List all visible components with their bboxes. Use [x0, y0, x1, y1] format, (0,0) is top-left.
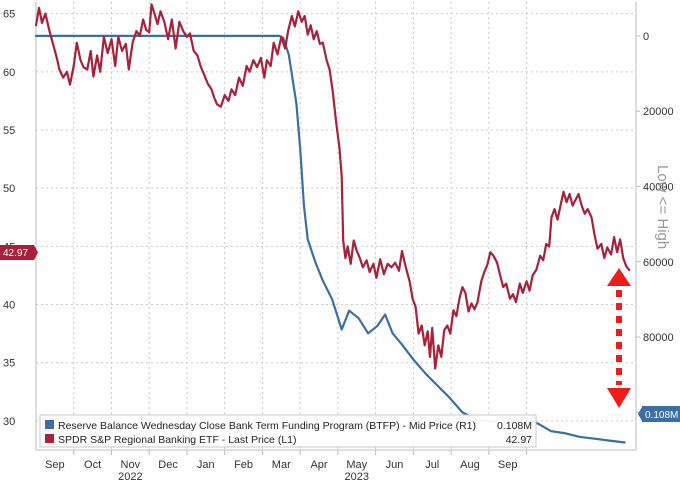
legend-value-kre: 42.97 — [506, 434, 532, 446]
left-last-value-label: 42.97 — [3, 248, 28, 259]
right-tick-label: 40000 — [643, 181, 674, 193]
legend-swatch-kre — [45, 434, 54, 443]
right-last-value-label: 0.108M — [645, 410, 678, 421]
legend-label-btfp: Reserve Balance Wednesday Close Bank Ter… — [58, 420, 476, 432]
month-label: Sep — [498, 459, 518, 471]
left-tick-label: 50 — [3, 183, 15, 195]
legend-entry-kre: SPDR S&P Regional Banking ETF - Last Pri… — [45, 434, 532, 446]
year-label: 2022 — [118, 471, 142, 482]
left-tick-label: 40 — [3, 300, 15, 312]
month-label: Jun — [386, 459, 404, 471]
month-label: Apr — [310, 459, 327, 471]
x-axis-ticks: Sep Oct Nov Dec Jan Feb Mar Apr May Jun Jul Aug Sep 2… — [45, 450, 528, 482]
series-layer — [34, 3, 631, 444]
left-tick-label: 60 — [3, 67, 15, 79]
left-tick-label: 65 — [3, 9, 15, 21]
series-line-kre — [34, 3, 631, 370]
right-tick-label: 80000 — [643, 332, 674, 344]
month-label: Sep — [45, 459, 65, 471]
legend-swatch-btfp — [45, 420, 54, 429]
legend-label-kre: SPDR S&P Regional Banking ETF - Last Pri… — [58, 434, 297, 446]
year-label: 2023 — [345, 471, 369, 482]
arrow-head-up — [607, 268, 631, 286]
arrow-head-down — [607, 388, 631, 408]
left-last-value-badge: 42.97 — [0, 245, 38, 260]
left-tick-label: 35 — [3, 358, 15, 370]
month-label: Nov — [121, 459, 141, 471]
legend-box — [39, 414, 537, 448]
month-label: Feb — [234, 459, 253, 471]
double-arrow-annotation — [607, 268, 631, 408]
legend-entry-btfp: Reserve Balance Wednesday Close Bank Ter… — [45, 420, 532, 432]
month-label: Aug — [460, 459, 480, 471]
right-tick-label: 0 — [643, 31, 649, 43]
series-line-btfp — [34, 34, 626, 444]
right-tick-label: 20000 — [643, 106, 674, 118]
legend: Reserve Balance Wednesday Close Bank Ter… — [39, 414, 537, 448]
month-label: Dec — [158, 459, 178, 471]
legend-value-btfp: 0.108M — [497, 420, 532, 432]
left-tick-label: 30 — [3, 416, 15, 428]
month-label: Mar — [272, 459, 291, 471]
right-axis-title: Low <= High — [654, 165, 671, 249]
right-last-value-badge: 0.108M — [638, 406, 680, 422]
month-label: Oct — [84, 459, 101, 471]
left-tick-label: 55 — [3, 125, 15, 137]
right-tick-label: 60000 — [643, 257, 674, 269]
month-label: Jan — [197, 459, 215, 471]
month-label: Jul — [425, 459, 439, 471]
month-label: May — [346, 459, 367, 471]
